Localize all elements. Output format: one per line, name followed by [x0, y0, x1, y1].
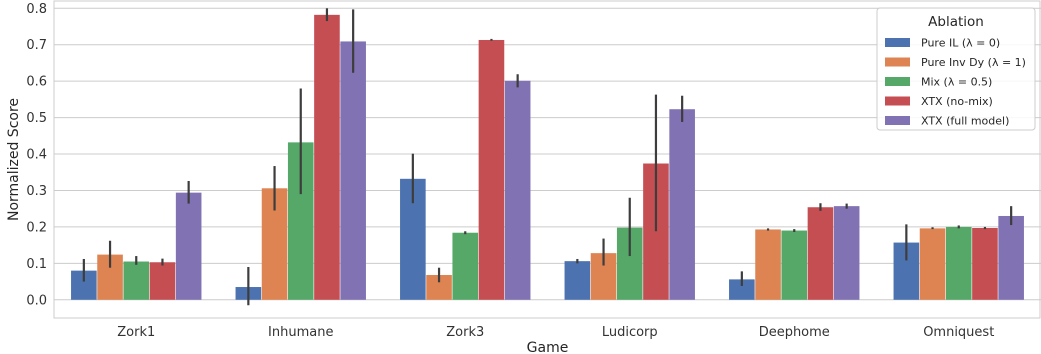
bar: [340, 41, 366, 300]
y-tick-label: 0.2: [26, 220, 47, 235]
y-tick-label: 0.1: [26, 257, 47, 272]
bar: [314, 14, 340, 300]
plot-frame: [53, 0, 1041, 319]
legend-swatch: [885, 77, 910, 86]
bar: [504, 80, 531, 300]
bar: [972, 228, 998, 300]
bar: [478, 39, 505, 300]
gridlines: [54, 7, 1041, 301]
bar: [833, 206, 860, 300]
y-tick-labels: 0.0 0.1 0.2 0.3 0.4 0.5 0.6 0.7 0.8: [26, 2, 47, 308]
legend-items: Pure IL (λ = 0) Pure Inv Dy (λ = 1) Mix (λ…: [885, 37, 1026, 128]
bar: [564, 261, 591, 300]
legend-label: Mix (λ = 0.5): [921, 76, 992, 89]
y-tick-label: 0.0: [26, 293, 47, 308]
bar: [729, 279, 755, 300]
bar: [919, 228, 946, 300]
legend-swatch: [885, 96, 910, 106]
y-tick-label: 0.8: [26, 2, 47, 17]
legend-label: XTX (no-mix): [921, 95, 993, 108]
legend: Ablation Pure IL (λ = 0) Pure Inv Dy (λ =…: [876, 7, 1036, 131]
legend-label: Pure IL (λ = 0): [921, 37, 1000, 50]
y-tick-label: 0.7: [26, 38, 47, 53]
x-tick-label: Zork1: [117, 325, 155, 340]
y-axis-title: Normalized Score: [6, 98, 22, 221]
y-tick-label: 0.5: [26, 111, 47, 126]
x-tick-label: Ludicorp: [602, 325, 658, 340]
error-bars: [82, 8, 1013, 306]
bar: [669, 109, 695, 300]
bar: [149, 262, 176, 300]
y-tick-label: 0.3: [26, 184, 47, 199]
legend-swatch: [885, 38, 910, 47]
legend-title: Ablation: [928, 14, 984, 30]
legend-swatch: [885, 57, 910, 67]
legend-label: XTX (full model): [921, 115, 1009, 128]
bar: [755, 229, 781, 300]
legend-swatch: [885, 116, 910, 125]
x-tick-label: Deephome: [759, 325, 830, 340]
x-tick-label: Zork3: [446, 325, 484, 340]
bar: [998, 215, 1024, 300]
x-tick-label: Inhumane: [268, 325, 333, 340]
bar: [452, 232, 479, 300]
bar: [175, 192, 202, 300]
legend-box: [876, 7, 1036, 131]
x-tick-labels: Zork1 Inhumane Zork3 Ludicorp Deephome Omniqu…: [117, 325, 994, 340]
bar: [807, 207, 834, 300]
legend-label: Pure Inv Dy (λ = 1): [921, 56, 1026, 69]
y-tick-label: 0.4: [26, 148, 47, 163]
bar: [123, 261, 150, 300]
bar: [945, 226, 972, 300]
bar: [781, 230, 808, 300]
x-axis-title: Game: [527, 340, 569, 354]
x-tick-label: Omniquest: [923, 325, 994, 340]
y-tick-label: 0.6: [26, 75, 47, 90]
